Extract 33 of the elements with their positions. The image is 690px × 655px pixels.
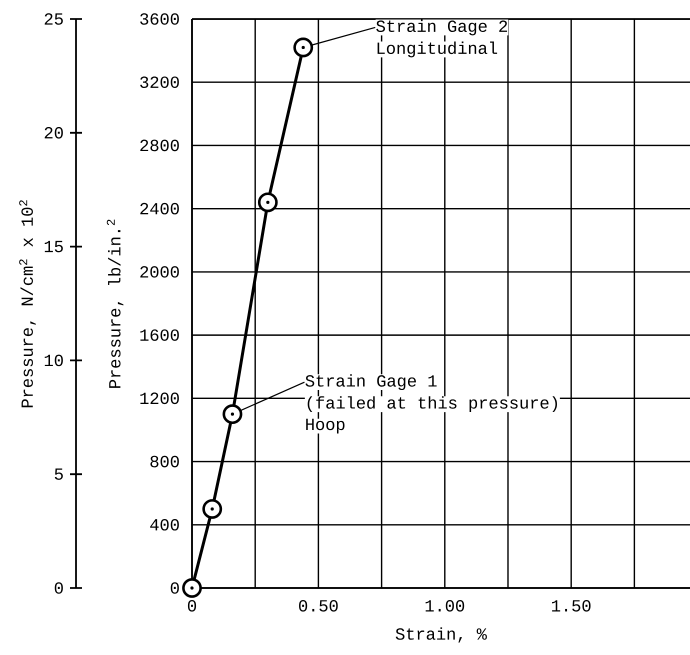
annotation: Strain Gage 1 — [306, 374, 437, 390]
y-tick-label: 0 — [170, 582, 179, 594]
y-tick-label: 2000 — [140, 266, 179, 278]
y2-tick-label: 15 — [44, 240, 63, 252]
annotation: (failed at this pressure) — [308, 396, 557, 412]
y-tick-label: 3600 — [140, 13, 179, 25]
y-tick-label: 2800 — [140, 140, 179, 152]
x-axis-title: Strain, % — [396, 627, 487, 643]
x-tick-label: 1.50 — [552, 600, 591, 612]
point — [222, 404, 242, 424]
y-tick-label: 1600 — [140, 329, 179, 341]
y-tick-label: 1200 — [140, 392, 179, 404]
y2-axis-title: Pressure, N/cm$^{2}$ x 10$^{2}$ — [19, 200, 36, 408]
y-axis-title: Pressure, lb/in.$^{2}$ — [106, 220, 124, 388]
x-tick-label: 0.50 — [299, 600, 338, 612]
point — [293, 38, 314, 58]
y-tick-label: 800 — [150, 456, 179, 468]
x-tick-label: 0 — [188, 600, 196, 612]
y2-tick-label: 0 — [54, 582, 63, 594]
y2-tick-label: 20 — [44, 127, 63, 139]
y-tick-label: 3200 — [140, 76, 179, 88]
annotation: Longitudinal — [378, 42, 498, 58]
y2-tick-label: 5 — [54, 468, 63, 480]
point — [258, 192, 278, 212]
annotation: Hoop — [306, 418, 344, 434]
y-tick-label: 400 — [150, 518, 179, 531]
point — [182, 578, 202, 598]
x-tick-label: 1.00 — [426, 600, 464, 612]
y2-tick-label: 25 — [44, 13, 63, 25]
y2-tick-label: 10 — [44, 354, 63, 366]
y-tick-label: 2400 — [140, 202, 179, 214]
point — [202, 499, 222, 519]
annotation: Strain Gage 2 — [376, 20, 508, 36]
